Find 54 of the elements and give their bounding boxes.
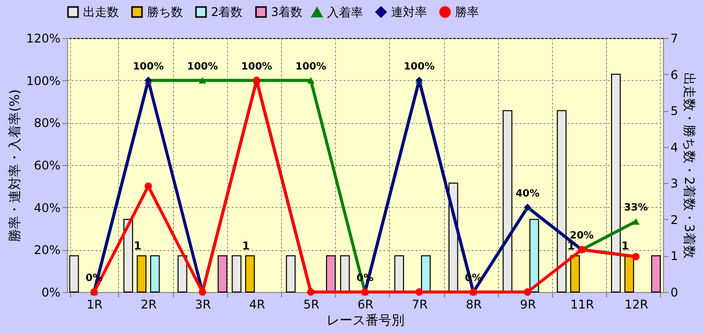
point xyxy=(415,288,423,296)
point xyxy=(144,182,152,190)
data-label: 100% xyxy=(295,61,326,72)
legend-label: 2着数 xyxy=(211,5,243,19)
x-tick-label: 4R xyxy=(249,298,266,312)
y-tick-label: 120% xyxy=(26,32,60,46)
x-tick-label: 1R xyxy=(86,298,103,312)
legend-label: 3着数 xyxy=(271,5,303,19)
data-label: 1 xyxy=(134,240,142,253)
data-label: 100% xyxy=(241,61,272,72)
y2-tick-label: 7 xyxy=(670,32,678,46)
y-tick-label: 0% xyxy=(41,286,60,300)
y2-tick-label: 3 xyxy=(670,176,678,191)
data-label: 20% xyxy=(570,230,594,242)
x-tick-label: 6R xyxy=(358,298,374,312)
legend-label: 勝率 xyxy=(455,5,479,19)
x-axis-title: レース番号別 xyxy=(326,314,404,328)
x-tick-label: 3R xyxy=(194,298,211,312)
x-tick-label: 9R xyxy=(520,298,536,312)
point xyxy=(307,77,315,84)
data-label: 1 xyxy=(567,240,575,253)
data-label: 40% xyxy=(516,188,540,200)
legend-label: 連対率 xyxy=(391,5,427,19)
legend-label: 出走数 xyxy=(83,5,119,19)
legend-label: 勝ち数 xyxy=(147,5,183,19)
point xyxy=(524,288,532,296)
y2-tick-label: 5 xyxy=(670,104,678,118)
y-tick-label: 80% xyxy=(34,116,60,130)
y2-tick-label: 4 xyxy=(670,140,678,154)
y-tick-label: 20% xyxy=(34,243,60,258)
data-label: 100% xyxy=(132,61,164,72)
data-label: 100% xyxy=(404,61,435,72)
y2-tick-label: 2 xyxy=(670,212,678,227)
y-tick-label: 100% xyxy=(26,74,60,88)
y2-tick-label: 6 xyxy=(670,68,678,82)
x-tick-label: 12R xyxy=(624,298,648,312)
y-axis-title: 勝率・連対率・入着率(%) xyxy=(7,89,24,242)
x-tick-label: 7R xyxy=(412,298,428,312)
y-tick-label: 40% xyxy=(34,200,60,215)
x-tick-label: 5R xyxy=(303,298,320,312)
y2-tick-label: 1 xyxy=(670,249,678,264)
data-label: 1 xyxy=(621,240,630,253)
x-tick-label: 11R xyxy=(570,298,594,312)
point xyxy=(198,77,206,84)
y-tick-label: 60% xyxy=(34,158,60,172)
x-tick-label: 2R xyxy=(140,298,157,312)
data-label: 1 xyxy=(242,240,250,253)
x-tick-label: 8R xyxy=(466,298,482,312)
y2-axis-title: 出走数・勝ち数・2着数・3着数 xyxy=(681,72,698,258)
legend-label: 入着率 xyxy=(327,5,363,20)
y2-tick-label: 0 xyxy=(670,286,678,300)
point xyxy=(632,218,640,225)
data-label: 100% xyxy=(187,61,218,72)
data-label: 33% xyxy=(624,202,648,214)
